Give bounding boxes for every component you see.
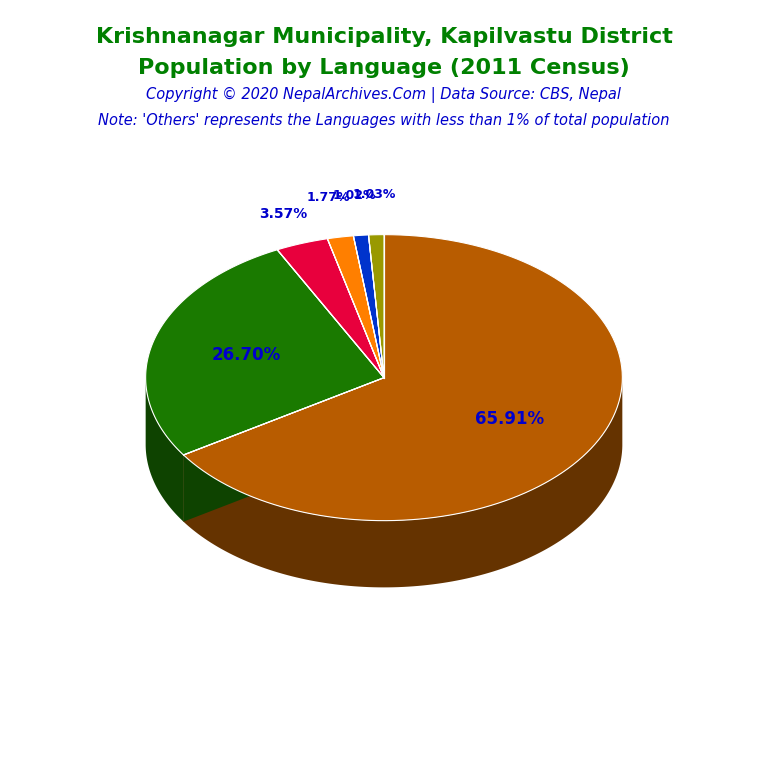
Text: 1.03%: 1.03% bbox=[353, 188, 396, 201]
Polygon shape bbox=[184, 379, 622, 588]
Text: Krishnanagar Municipality, Kapilvastu District: Krishnanagar Municipality, Kapilvastu Di… bbox=[95, 27, 673, 47]
Text: Population by Language (2011 Census): Population by Language (2011 Census) bbox=[138, 58, 630, 78]
Polygon shape bbox=[184, 235, 622, 521]
Polygon shape bbox=[184, 378, 384, 521]
Text: 1.77%: 1.77% bbox=[306, 191, 350, 204]
Polygon shape bbox=[277, 239, 384, 378]
Text: 65.91%: 65.91% bbox=[475, 410, 544, 428]
Text: Note: 'Others' represents the Languages with less than 1% of total population: Note: 'Others' represents the Languages … bbox=[98, 113, 670, 128]
Polygon shape bbox=[146, 379, 184, 521]
Polygon shape bbox=[327, 236, 384, 378]
Text: 1.02%: 1.02% bbox=[333, 189, 376, 202]
Text: 3.57%: 3.57% bbox=[260, 207, 308, 221]
Text: 26.70%: 26.70% bbox=[211, 346, 281, 364]
Polygon shape bbox=[146, 250, 384, 455]
Polygon shape bbox=[369, 235, 384, 378]
Polygon shape bbox=[184, 378, 384, 521]
Polygon shape bbox=[353, 235, 384, 378]
Text: Copyright © 2020 NepalArchives.Com | Data Source: CBS, Nepal: Copyright © 2020 NepalArchives.Com | Dat… bbox=[147, 87, 621, 103]
